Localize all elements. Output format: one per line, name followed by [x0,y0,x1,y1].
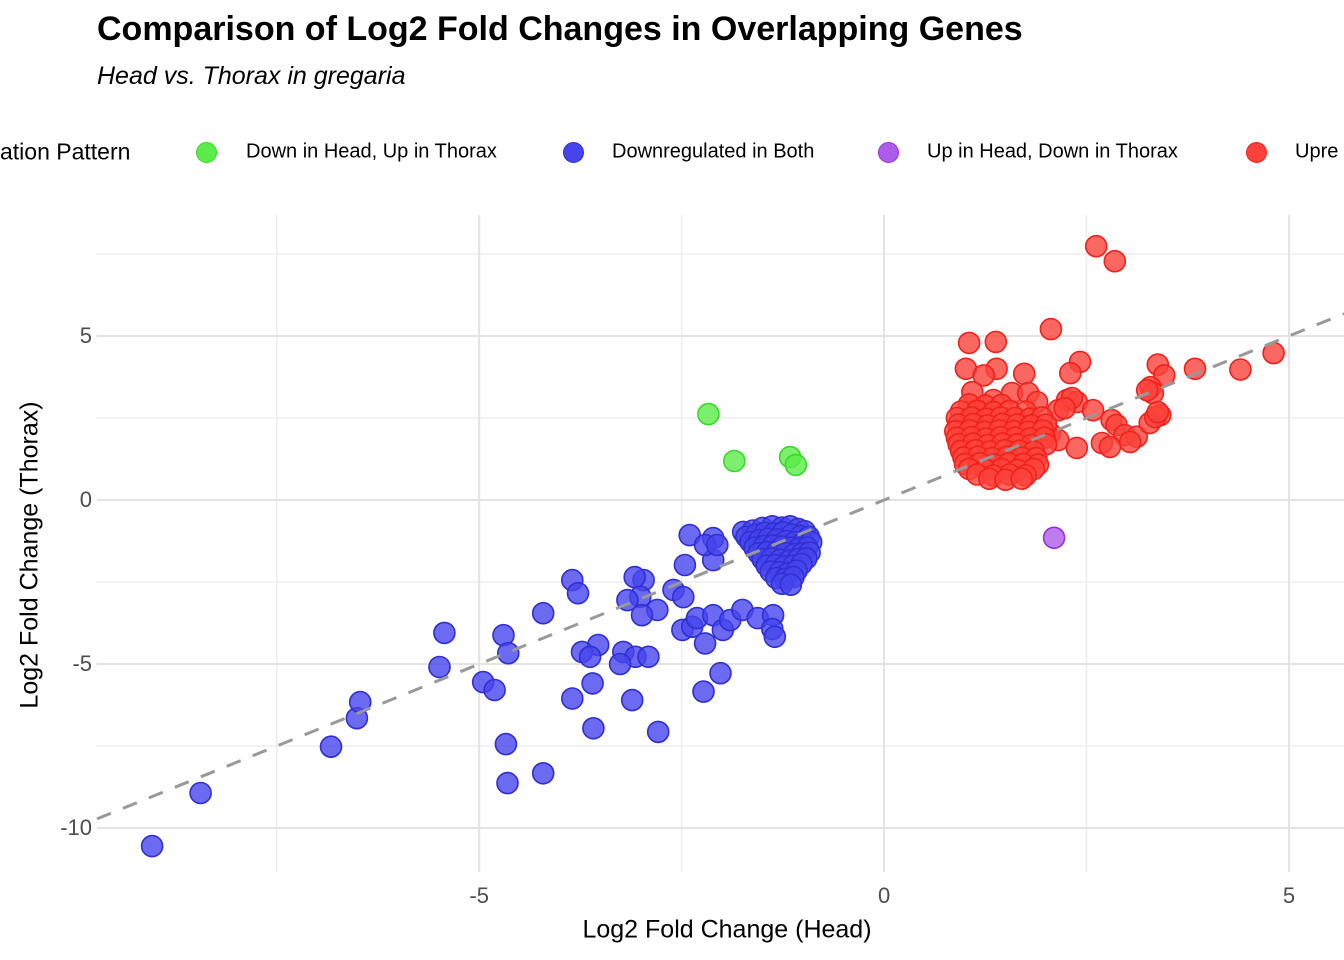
y-tick-label: 5 [79,323,92,349]
legend-item-label: Down in Head, Up in Thorax [246,140,497,163]
y-axis-title: Log2 Fold Change (Thorax) [15,401,44,709]
x-axis-title: Log2 Fold Change (Head) [582,915,872,944]
chart-subtitle: Head vs. Thorax in gregaria [97,62,406,90]
legend-item-label: Upre [1295,140,1339,163]
series-downregulated-in-both [140,514,823,858]
y-tick-label: -5 [72,651,92,677]
x-tick-label: -5 [469,883,489,908]
y-tick-label: 0 [79,487,92,513]
series-down-in-head-up-in-thorax [697,402,808,477]
blue-dot-icon [563,142,584,163]
series-upre [943,234,1285,492]
series-up-in-head-down-in-thorax [1042,526,1066,550]
x-tick-label: 5 [1282,883,1296,908]
green-dot-icon [196,142,217,163]
legend-title: ation Pattern [0,138,131,165]
legend-item-label: Downregulated in Both [612,140,815,163]
purple-dot-icon [878,142,899,163]
y-tick-label: -10 [60,815,92,841]
legend-item-label: Up in Head, Down in Thorax [927,140,1178,163]
x-tick-label: 0 [877,883,891,908]
identity-line [96,312,1344,821]
chart-title: Comparison of Log2 Fold Changes in Overl… [97,10,1023,48]
red-dot-icon [1246,142,1267,163]
legend: ation Pattern Down in Head, Up in Thorax… [0,0,1344,165]
